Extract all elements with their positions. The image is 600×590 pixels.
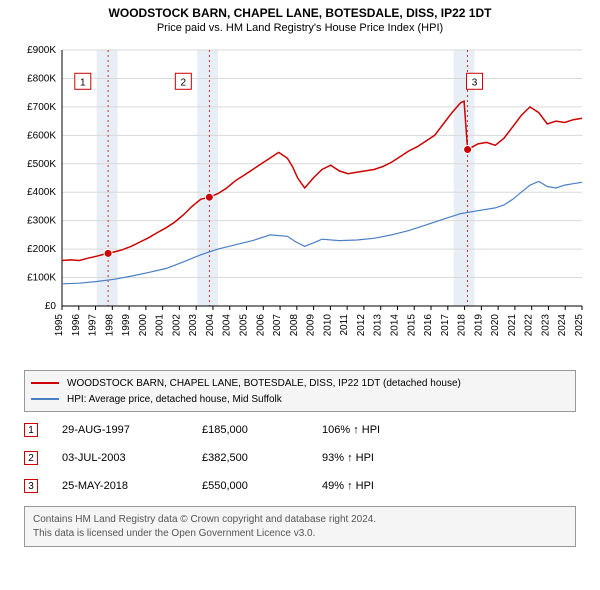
sale-row: 1 29-AUG-1997 £185,000 106% ↑ HPI [24,416,576,444]
svg-text:2024: 2024 [557,314,568,337]
sale-marker-num: 3 [28,481,34,492]
legend-box: WOODSTOCK BARN, CHAPEL LANE, BOTESDALE, … [24,370,576,412]
svg-text:2000: 2000 [138,314,149,337]
svg-text:£500K: £500K [27,159,56,170]
svg-text:£700K: £700K [27,102,56,113]
svg-text:2021: 2021 [507,314,518,337]
sale-price: £185,000 [202,424,322,436]
legend-label: WOODSTOCK BARN, CHAPEL LANE, BOTESDALE, … [67,378,461,389]
svg-text:2005: 2005 [239,314,250,337]
svg-text:2022: 2022 [524,314,535,337]
svg-text:1: 1 [80,77,86,88]
svg-text:£100K: £100K [27,273,56,284]
legend-item: WOODSTOCK BARN, CHAPEL LANE, BOTESDALE, … [31,375,569,391]
legend-swatch [31,398,59,400]
sale-hpi: 93% ↑ HPI [322,452,422,464]
legend-swatch [31,382,59,384]
svg-text:£900K: £900K [27,45,56,56]
svg-text:2017: 2017 [440,314,451,337]
svg-text:2006: 2006 [255,314,266,337]
footer-line: Contains HM Land Registry data © Crown c… [33,513,567,527]
chart-title: WOODSTOCK BARN, CHAPEL LANE, BOTESDALE, … [0,6,600,20]
svg-text:£300K: £300K [27,216,56,227]
sale-date: 03-JUL-2003 [62,452,202,464]
svg-text:1995: 1995 [54,314,65,337]
svg-text:2004: 2004 [222,314,233,337]
svg-text:2004: 2004 [205,314,216,337]
svg-text:1998: 1998 [104,314,115,337]
svg-text:2025: 2025 [574,314,585,337]
svg-text:2001: 2001 [155,314,166,337]
chart-subtitle: Price paid vs. HM Land Registry's House … [0,22,600,34]
chart-header: WOODSTOCK BARN, CHAPEL LANE, BOTESDALE, … [0,0,600,34]
svg-text:1999: 1999 [121,314,132,337]
sale-row: 3 25-MAY-2018 £550,000 49% ↑ HPI [24,472,576,500]
sale-hpi: 49% ↑ HPI [322,480,422,492]
svg-text:2009: 2009 [306,314,317,337]
svg-text:1996: 1996 [71,314,82,337]
svg-text:2007: 2007 [272,314,283,337]
svg-text:2018: 2018 [457,314,468,337]
legend-label: HPI: Average price, detached house, Mid … [67,394,282,405]
svg-text:2023: 2023 [540,314,551,337]
sale-date: 25-MAY-2018 [62,480,202,492]
sale-marker-box: 2 [24,451,38,465]
svg-text:3: 3 [472,77,478,88]
sale-marker-box: 3 [24,479,38,493]
svg-text:2020: 2020 [490,314,501,337]
svg-text:£0: £0 [45,301,57,312]
svg-text:2002: 2002 [171,314,182,337]
svg-text:2012: 2012 [356,314,367,337]
svg-text:2019: 2019 [473,314,484,337]
chart-svg: £0 £100K £200K £300K £400K £500K £600K £700K £80… [10,44,590,364]
sale-marker-num: 2 [28,453,34,464]
svg-text:£400K: £400K [27,187,56,198]
svg-text:2008: 2008 [289,314,300,337]
sale-marker-num: 1 [28,425,34,436]
svg-text:2015: 2015 [406,314,417,337]
sale-row: 2 03-JUL-2003 £382,500 93% ↑ HPI [24,444,576,472]
svg-text:2013: 2013 [373,314,384,337]
sale-price: £550,000 [202,480,322,492]
svg-text:2014: 2014 [389,314,400,337]
svg-text:2011: 2011 [339,314,350,336]
legend-item: HPI: Average price, detached house, Mid … [31,391,569,407]
sale-hpi: 106% ↑ HPI [322,424,422,436]
svg-text:£200K: £200K [27,244,56,255]
svg-text:2016: 2016 [423,314,434,337]
sale-price: £382,500 [202,452,322,464]
sale-marker-box: 1 [24,423,38,437]
sale-date: 29-AUG-1997 [62,424,202,436]
svg-text:2010: 2010 [322,314,333,337]
svg-text:2: 2 [181,77,187,88]
footer-box: Contains HM Land Registry data © Crown c… [24,506,576,547]
svg-text:2003: 2003 [188,314,199,337]
svg-text:£800K: £800K [27,73,56,84]
svg-text:£600K: £600K [27,130,56,141]
svg-text:1997: 1997 [88,314,99,337]
sales-table: 1 29-AUG-1997 £185,000 106% ↑ HPI 2 03-J… [24,416,576,500]
footer-line: This data is licensed under the Open Gov… [33,527,567,541]
chart-area: £0 £100K £200K £300K £400K £500K £600K £700K £80… [10,44,590,364]
